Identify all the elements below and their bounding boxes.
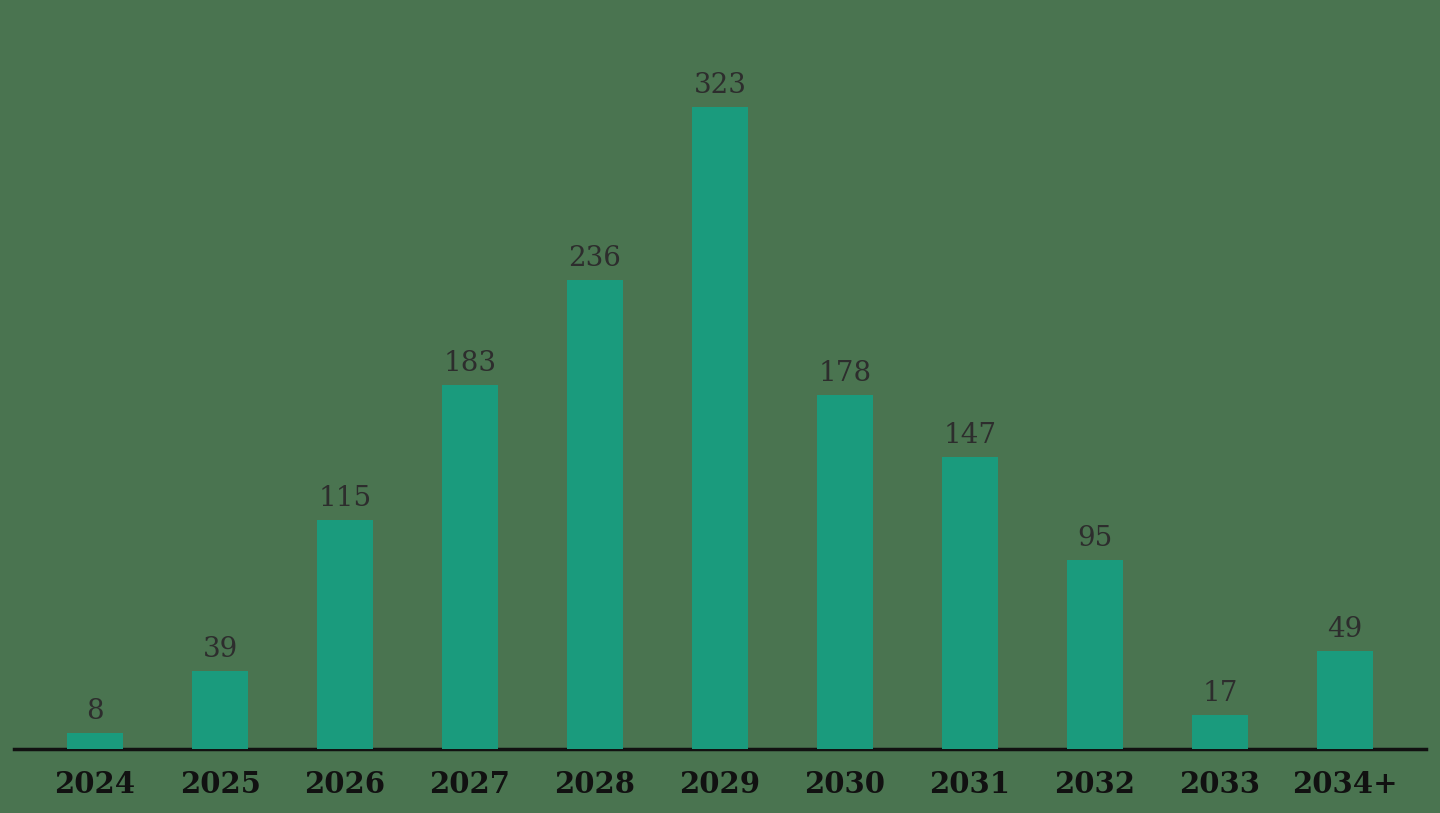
Text: 17: 17 xyxy=(1202,680,1237,706)
Text: 115: 115 xyxy=(318,485,372,512)
Bar xyxy=(1067,560,1123,749)
Text: 39: 39 xyxy=(203,637,238,663)
Bar xyxy=(192,672,248,749)
Text: 178: 178 xyxy=(818,360,871,387)
Bar xyxy=(442,385,498,749)
Text: 323: 323 xyxy=(694,72,746,99)
Bar xyxy=(816,395,873,749)
Bar xyxy=(942,457,998,749)
Text: 147: 147 xyxy=(943,422,996,449)
Bar xyxy=(567,280,624,749)
Text: 95: 95 xyxy=(1077,525,1113,552)
Bar xyxy=(1316,651,1372,749)
Bar xyxy=(68,733,124,749)
Text: 8: 8 xyxy=(86,698,104,724)
Bar xyxy=(1192,715,1248,749)
Text: 236: 236 xyxy=(569,245,622,272)
Text: 49: 49 xyxy=(1328,616,1362,643)
Text: 183: 183 xyxy=(444,350,497,377)
Bar xyxy=(691,107,749,749)
Bar xyxy=(317,520,373,749)
